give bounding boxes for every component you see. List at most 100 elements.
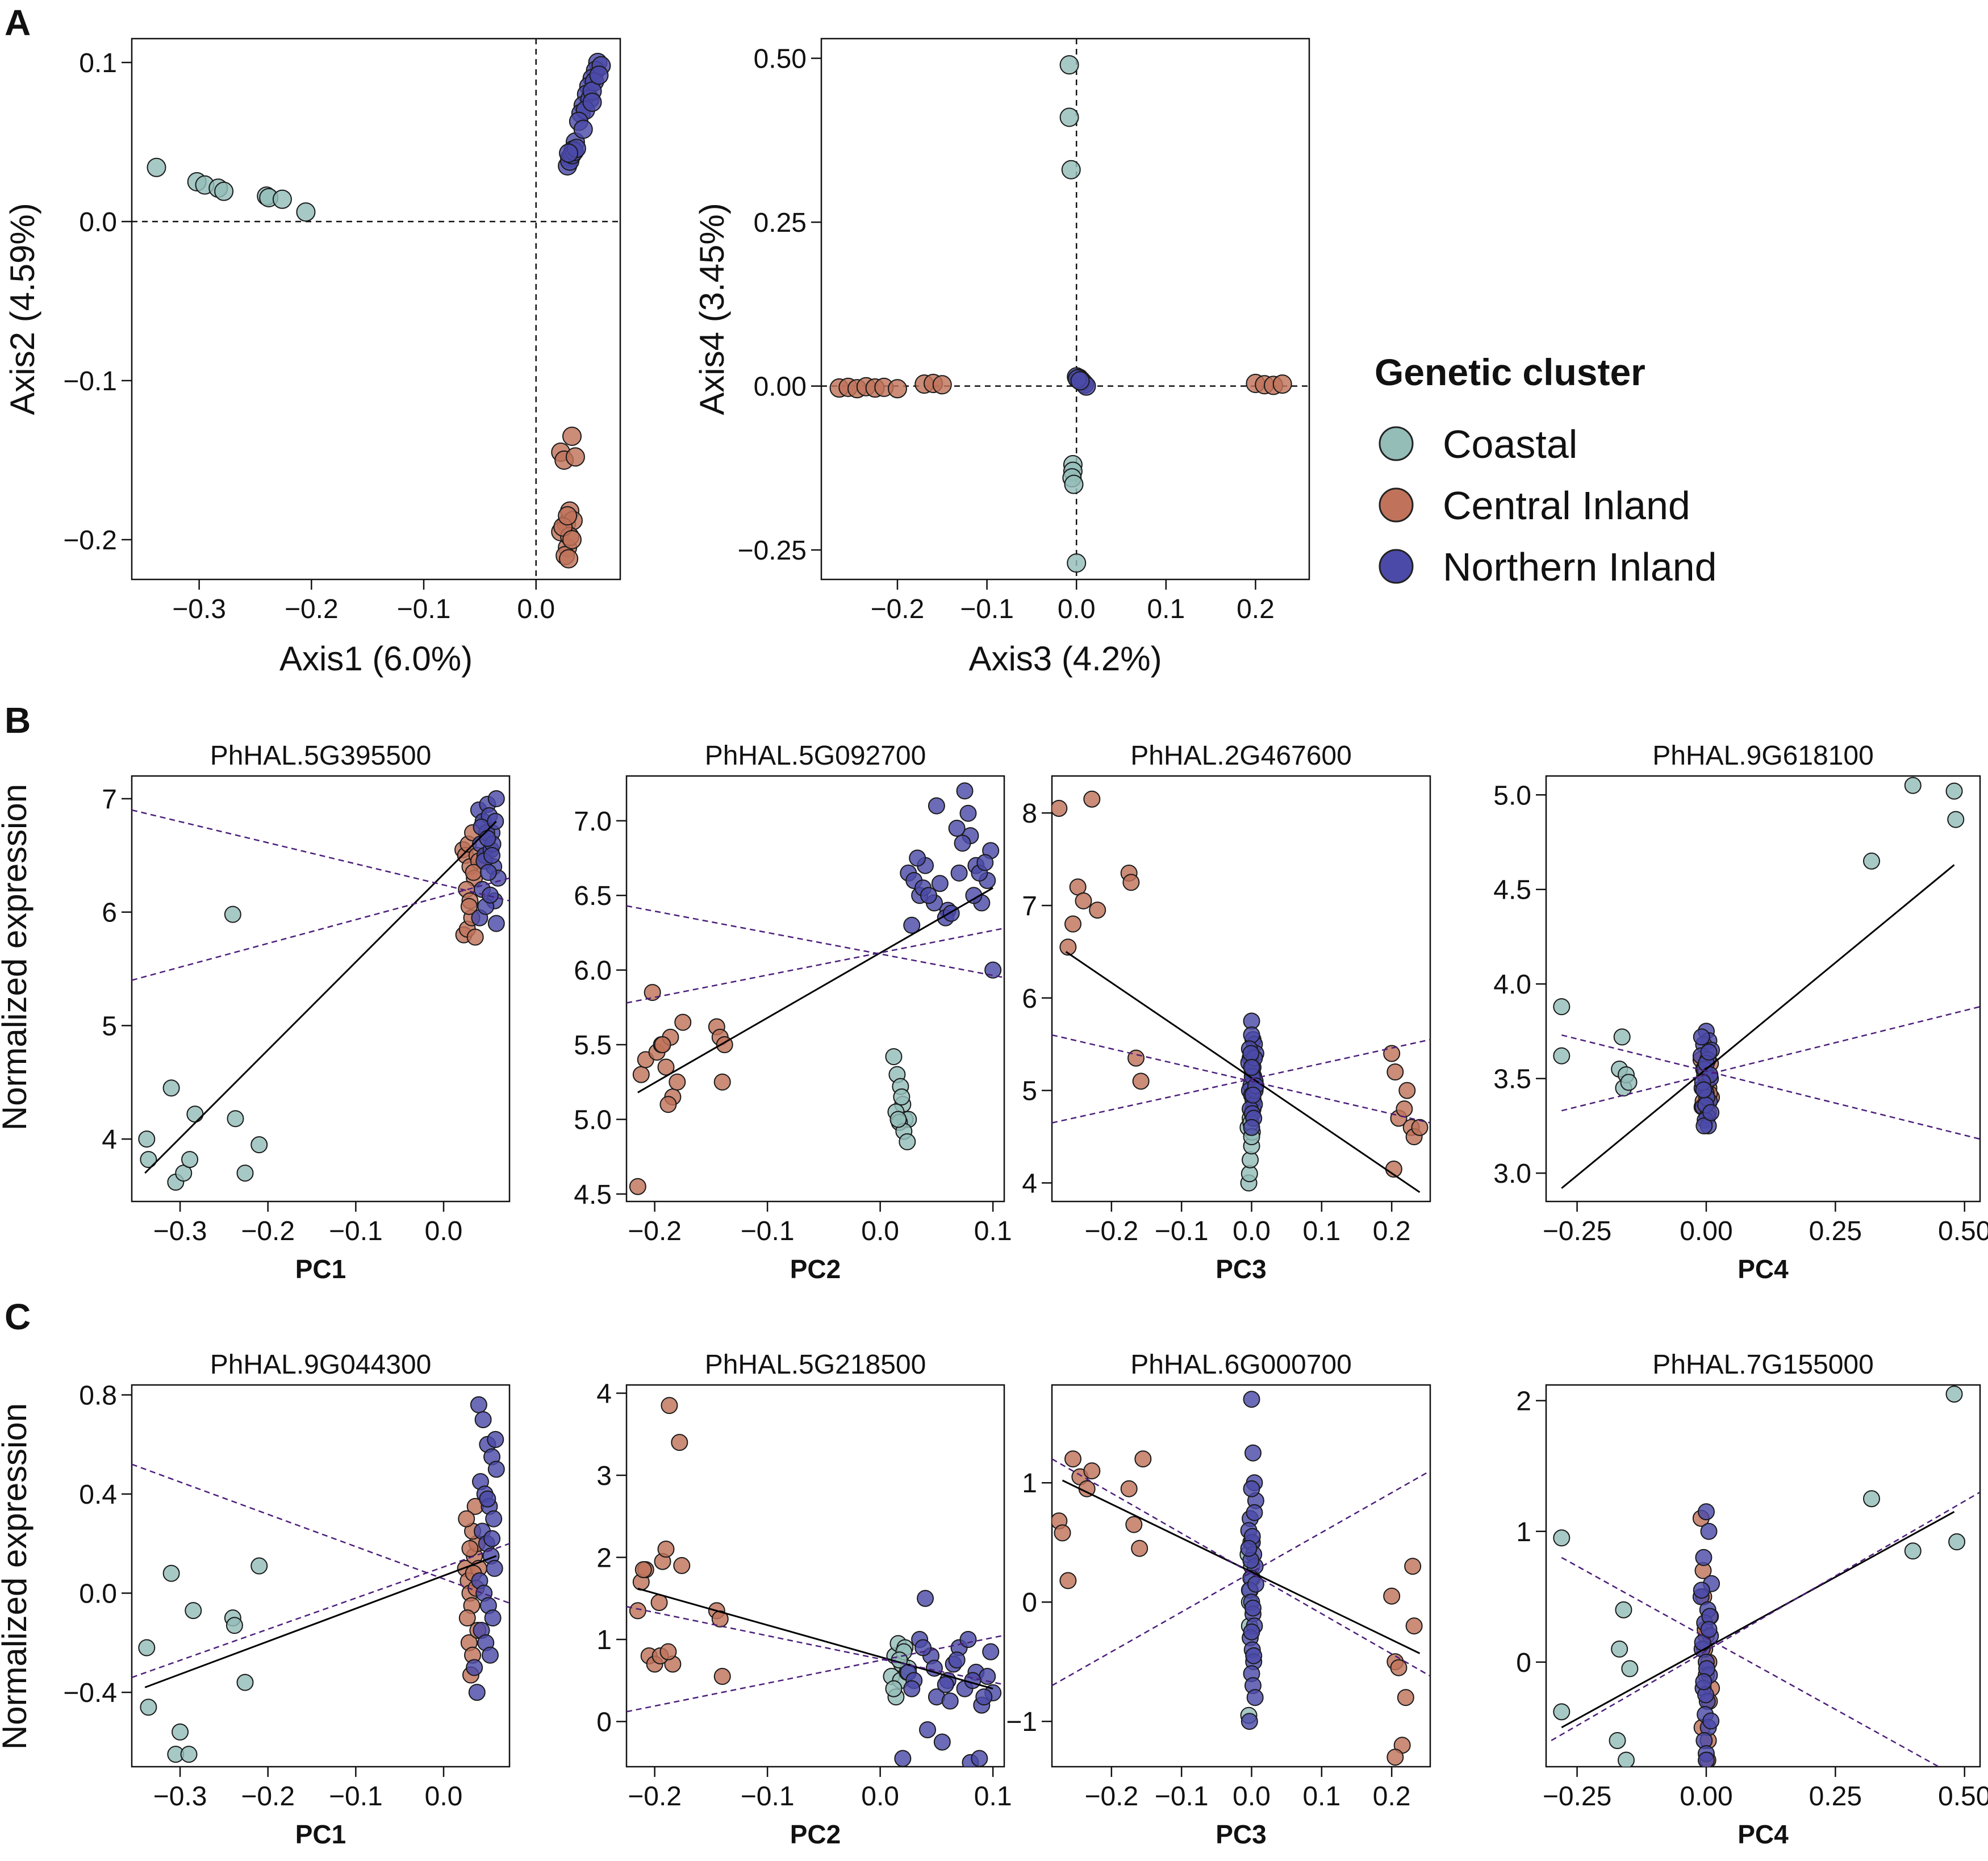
point-northern-inland xyxy=(1697,1751,1715,1767)
point-northern-inland xyxy=(487,1461,505,1478)
point-northern-inland xyxy=(1695,1081,1713,1099)
point-coastal xyxy=(1621,1660,1639,1678)
x-tick-label: 0.00 xyxy=(1680,1216,1732,1246)
plot-frame-c1 xyxy=(131,1384,511,1768)
point-central-inland xyxy=(1083,790,1101,808)
point-central-inland xyxy=(461,1540,479,1557)
point-northern-inland xyxy=(1243,1480,1260,1497)
y-tick-label: 0.25 xyxy=(754,208,807,238)
dashed-fit-line-2 xyxy=(1561,1005,1980,1112)
point-coastal xyxy=(138,1130,156,1148)
point-central-inland xyxy=(1064,915,1081,933)
point-central-inland xyxy=(458,1609,476,1627)
point-central-inland xyxy=(1386,1749,1404,1766)
y-tick-label: 6.0 xyxy=(574,956,612,986)
point-northern-inland xyxy=(1695,1117,1713,1134)
point-coastal xyxy=(1613,1028,1631,1046)
point-central-inland xyxy=(1120,1480,1138,1497)
x-axis-label-b1: PC1 xyxy=(295,1254,346,1284)
x-tick-label: −0.2 xyxy=(285,594,339,624)
point-coastal xyxy=(885,1680,903,1697)
point-central-inland xyxy=(932,375,952,395)
point-coastal xyxy=(1553,1529,1571,1547)
point-northern-inland xyxy=(484,1609,502,1627)
point-northern-inland xyxy=(487,1431,504,1448)
plot-title-b2: PhHAL.5G092700 xyxy=(705,741,926,771)
x-tick-label: 0.25 xyxy=(1809,1216,1862,1246)
dashed-fit-line-2 xyxy=(1052,1470,1430,1687)
y-tick-label: 5.0 xyxy=(574,1105,612,1135)
point-central-inland xyxy=(1134,1450,1152,1468)
legend-item-central-inland: Central Inland xyxy=(1379,483,1690,528)
point-coastal xyxy=(899,1133,916,1150)
point-central-inland xyxy=(1132,1073,1150,1090)
point-northern-inland xyxy=(1243,1119,1260,1136)
y-tick-label: 1 xyxy=(1022,1468,1037,1499)
point-central-inland xyxy=(562,530,582,549)
x-tick-label: 0.1 xyxy=(974,1216,1012,1246)
point-coastal xyxy=(1904,1542,1922,1560)
point-central-inland xyxy=(458,1510,475,1528)
legend-swatch-central-inland xyxy=(1379,487,1414,523)
point-central-inland xyxy=(659,1096,677,1113)
x-tick-label: −0.2 xyxy=(628,1781,682,1812)
plot-frame-c2 xyxy=(625,1384,1005,1768)
plot-title-c3: PhHAL.6G000700 xyxy=(1130,1350,1352,1380)
point-northern-inland xyxy=(925,1659,943,1677)
x-axis-label-b2: PC2 xyxy=(790,1254,841,1284)
point-coastal xyxy=(1611,1640,1628,1658)
point-coastal xyxy=(893,1088,911,1106)
point-central-inland xyxy=(565,447,585,467)
legend: Genetic cluster Coastal Central Inland N… xyxy=(1375,351,1717,589)
point-coastal xyxy=(1553,1047,1571,1065)
x-tick-label: 0.0 xyxy=(1233,1781,1271,1812)
point-coastal xyxy=(1553,998,1571,1016)
point-central-inland xyxy=(1075,892,1092,909)
legend-swatch-northern-inland xyxy=(1379,549,1414,584)
point-coastal xyxy=(1863,1490,1880,1508)
point-northern-inland xyxy=(1700,1621,1718,1638)
y-tick-label: 3 xyxy=(596,1461,612,1491)
plot-area-a2 xyxy=(821,39,1309,579)
x-tick-label: −0.3 xyxy=(153,1216,207,1246)
y-tick-label: 6 xyxy=(102,898,117,928)
point-central-inland xyxy=(669,1073,686,1091)
point-northern-inland xyxy=(950,864,968,882)
point-northern-inland xyxy=(474,1411,492,1429)
x-tick-label: −0.2 xyxy=(628,1216,682,1246)
point-coastal xyxy=(185,1602,202,1620)
y-tick-label: 6.5 xyxy=(574,881,612,911)
x-tick-label: 0.2 xyxy=(1237,594,1275,624)
x-tick-label: 0.1 xyxy=(1302,1216,1340,1246)
point-northern-inland xyxy=(573,119,593,139)
y-tick-label: −0.25 xyxy=(738,536,807,566)
point-coastal xyxy=(172,1723,189,1741)
point-northern-inland xyxy=(1243,1058,1260,1076)
point-central-inland xyxy=(460,898,478,915)
point-northern-inland xyxy=(1246,1504,1263,1521)
plot-area-b1 xyxy=(132,790,509,1191)
plot-b3: −0.2 −0.1 0.0 0.1 0.2 4 5 6 7 8 PhHAL.2G467600 PC3 xyxy=(1022,741,1431,1284)
y-tick-label: 5.0 xyxy=(1493,781,1531,811)
plot-area-c4 xyxy=(1551,1386,1980,1767)
point-coastal xyxy=(227,1110,244,1128)
point-northern-inland xyxy=(928,797,945,815)
point-northern-inland xyxy=(931,875,949,892)
y-tick-label: 8 xyxy=(1022,799,1037,829)
point-northern-inland xyxy=(964,1672,982,1689)
point-northern-inland xyxy=(917,1589,934,1607)
point-central-inland xyxy=(634,1561,652,1579)
y-tick-label: 0.1 xyxy=(79,48,117,78)
point-coastal xyxy=(162,1564,180,1582)
y-tick-label: 0.0 xyxy=(79,1579,117,1609)
point-northern-inland xyxy=(1695,1673,1713,1691)
point-northern-inland xyxy=(487,915,505,932)
point-northern-inland xyxy=(487,790,505,807)
y-tick-label: −0.1 xyxy=(63,366,117,397)
panel-letter-b: B xyxy=(5,700,31,741)
point-coastal xyxy=(889,1111,907,1128)
x-tick-label: 0.0 xyxy=(1233,1216,1271,1246)
point-central-inland xyxy=(1390,1659,1408,1676)
point-northern-inland xyxy=(919,1721,937,1738)
point-coastal xyxy=(1553,1703,1571,1721)
